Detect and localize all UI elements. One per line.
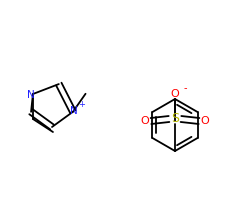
Text: N: N	[70, 106, 78, 116]
Text: O: O	[201, 116, 209, 126]
Text: N: N	[27, 90, 35, 100]
Text: +: +	[78, 100, 85, 109]
Text: O: O	[171, 89, 179, 99]
Text: S: S	[171, 112, 179, 126]
Text: -: -	[183, 83, 187, 93]
Text: O: O	[141, 116, 149, 126]
